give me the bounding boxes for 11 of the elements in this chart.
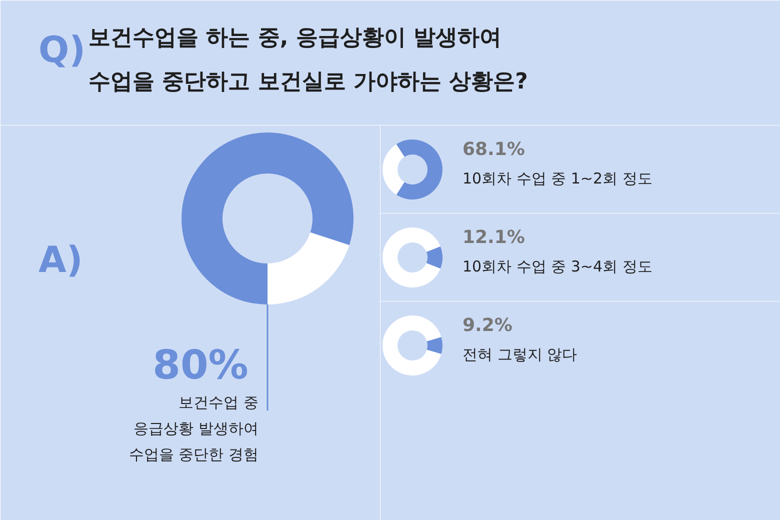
text: Q) <box>38 30 86 71</box>
chart-title: 보건수업을 하는 중, 응급상황이 발생하여 수업을 중단하고 보건실로 가야하는 상황은? <box>88 26 528 94</box>
text: A) <box>38 240 83 281</box>
data-label: 12.1% <box>462 227 525 248</box>
data-label: 9.2% <box>462 315 512 336</box>
slice-label: 10회차 수업 중 3~4회 정도 <box>462 258 652 276</box>
slice-label: 보건수업 중 응급상황 발생하여 수업을 중단한 경험 <box>128 394 259 464</box>
data-label: 80% <box>152 342 248 388</box>
slice-label: 10회차 수업 중 1~2회 정도 <box>462 170 652 188</box>
slice-label: 전혀 그렇지 않다 <box>462 346 578 364</box>
data-label: 68.1% <box>462 139 525 160</box>
